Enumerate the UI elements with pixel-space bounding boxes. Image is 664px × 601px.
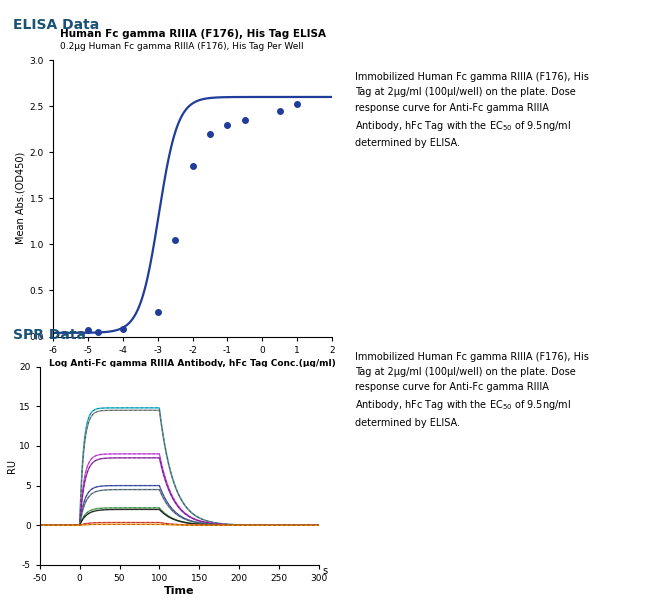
Y-axis label: RU: RU xyxy=(7,459,17,473)
Point xyxy=(292,100,303,109)
Text: 0.2μg Human Fc gamma RIIIA (F176), His Tag Per Well: 0.2μg Human Fc gamma RIIIA (F176), His T… xyxy=(60,42,303,51)
Point xyxy=(93,327,104,337)
Point xyxy=(82,325,93,335)
Point xyxy=(118,325,128,334)
Point xyxy=(274,106,285,115)
Text: s: s xyxy=(322,566,327,576)
Point xyxy=(170,235,181,245)
X-axis label: Log Anti-Fc gamma RIIIA Antibody, hFc Tag Conc.(μg/ml): Log Anti-Fc gamma RIIIA Antibody, hFc Ta… xyxy=(49,359,336,368)
Point xyxy=(222,120,232,129)
Point xyxy=(187,161,198,171)
Text: Human Fc gamma RIIIA (F176), His Tag ELISA: Human Fc gamma RIIIA (F176), His Tag ELI… xyxy=(60,29,326,39)
Point xyxy=(205,129,215,139)
Point xyxy=(240,115,250,125)
Y-axis label: Mean Abs.(OD450): Mean Abs.(OD450) xyxy=(15,152,25,245)
Point xyxy=(152,307,163,317)
Text: Immobilized Human Fc gamma RIIIA (F176), His
Tag at 2μg/ml (100μl/well) on the p: Immobilized Human Fc gamma RIIIA (F176),… xyxy=(355,352,589,428)
Text: Immobilized Human Fc gamma RIIIA (F176), His
Tag at 2μg/ml (100μl/well) on the p: Immobilized Human Fc gamma RIIIA (F176),… xyxy=(355,72,589,148)
Text: ELISA Data: ELISA Data xyxy=(13,18,100,32)
Text: SPR Data: SPR Data xyxy=(13,328,86,341)
X-axis label: Time: Time xyxy=(164,586,195,596)
